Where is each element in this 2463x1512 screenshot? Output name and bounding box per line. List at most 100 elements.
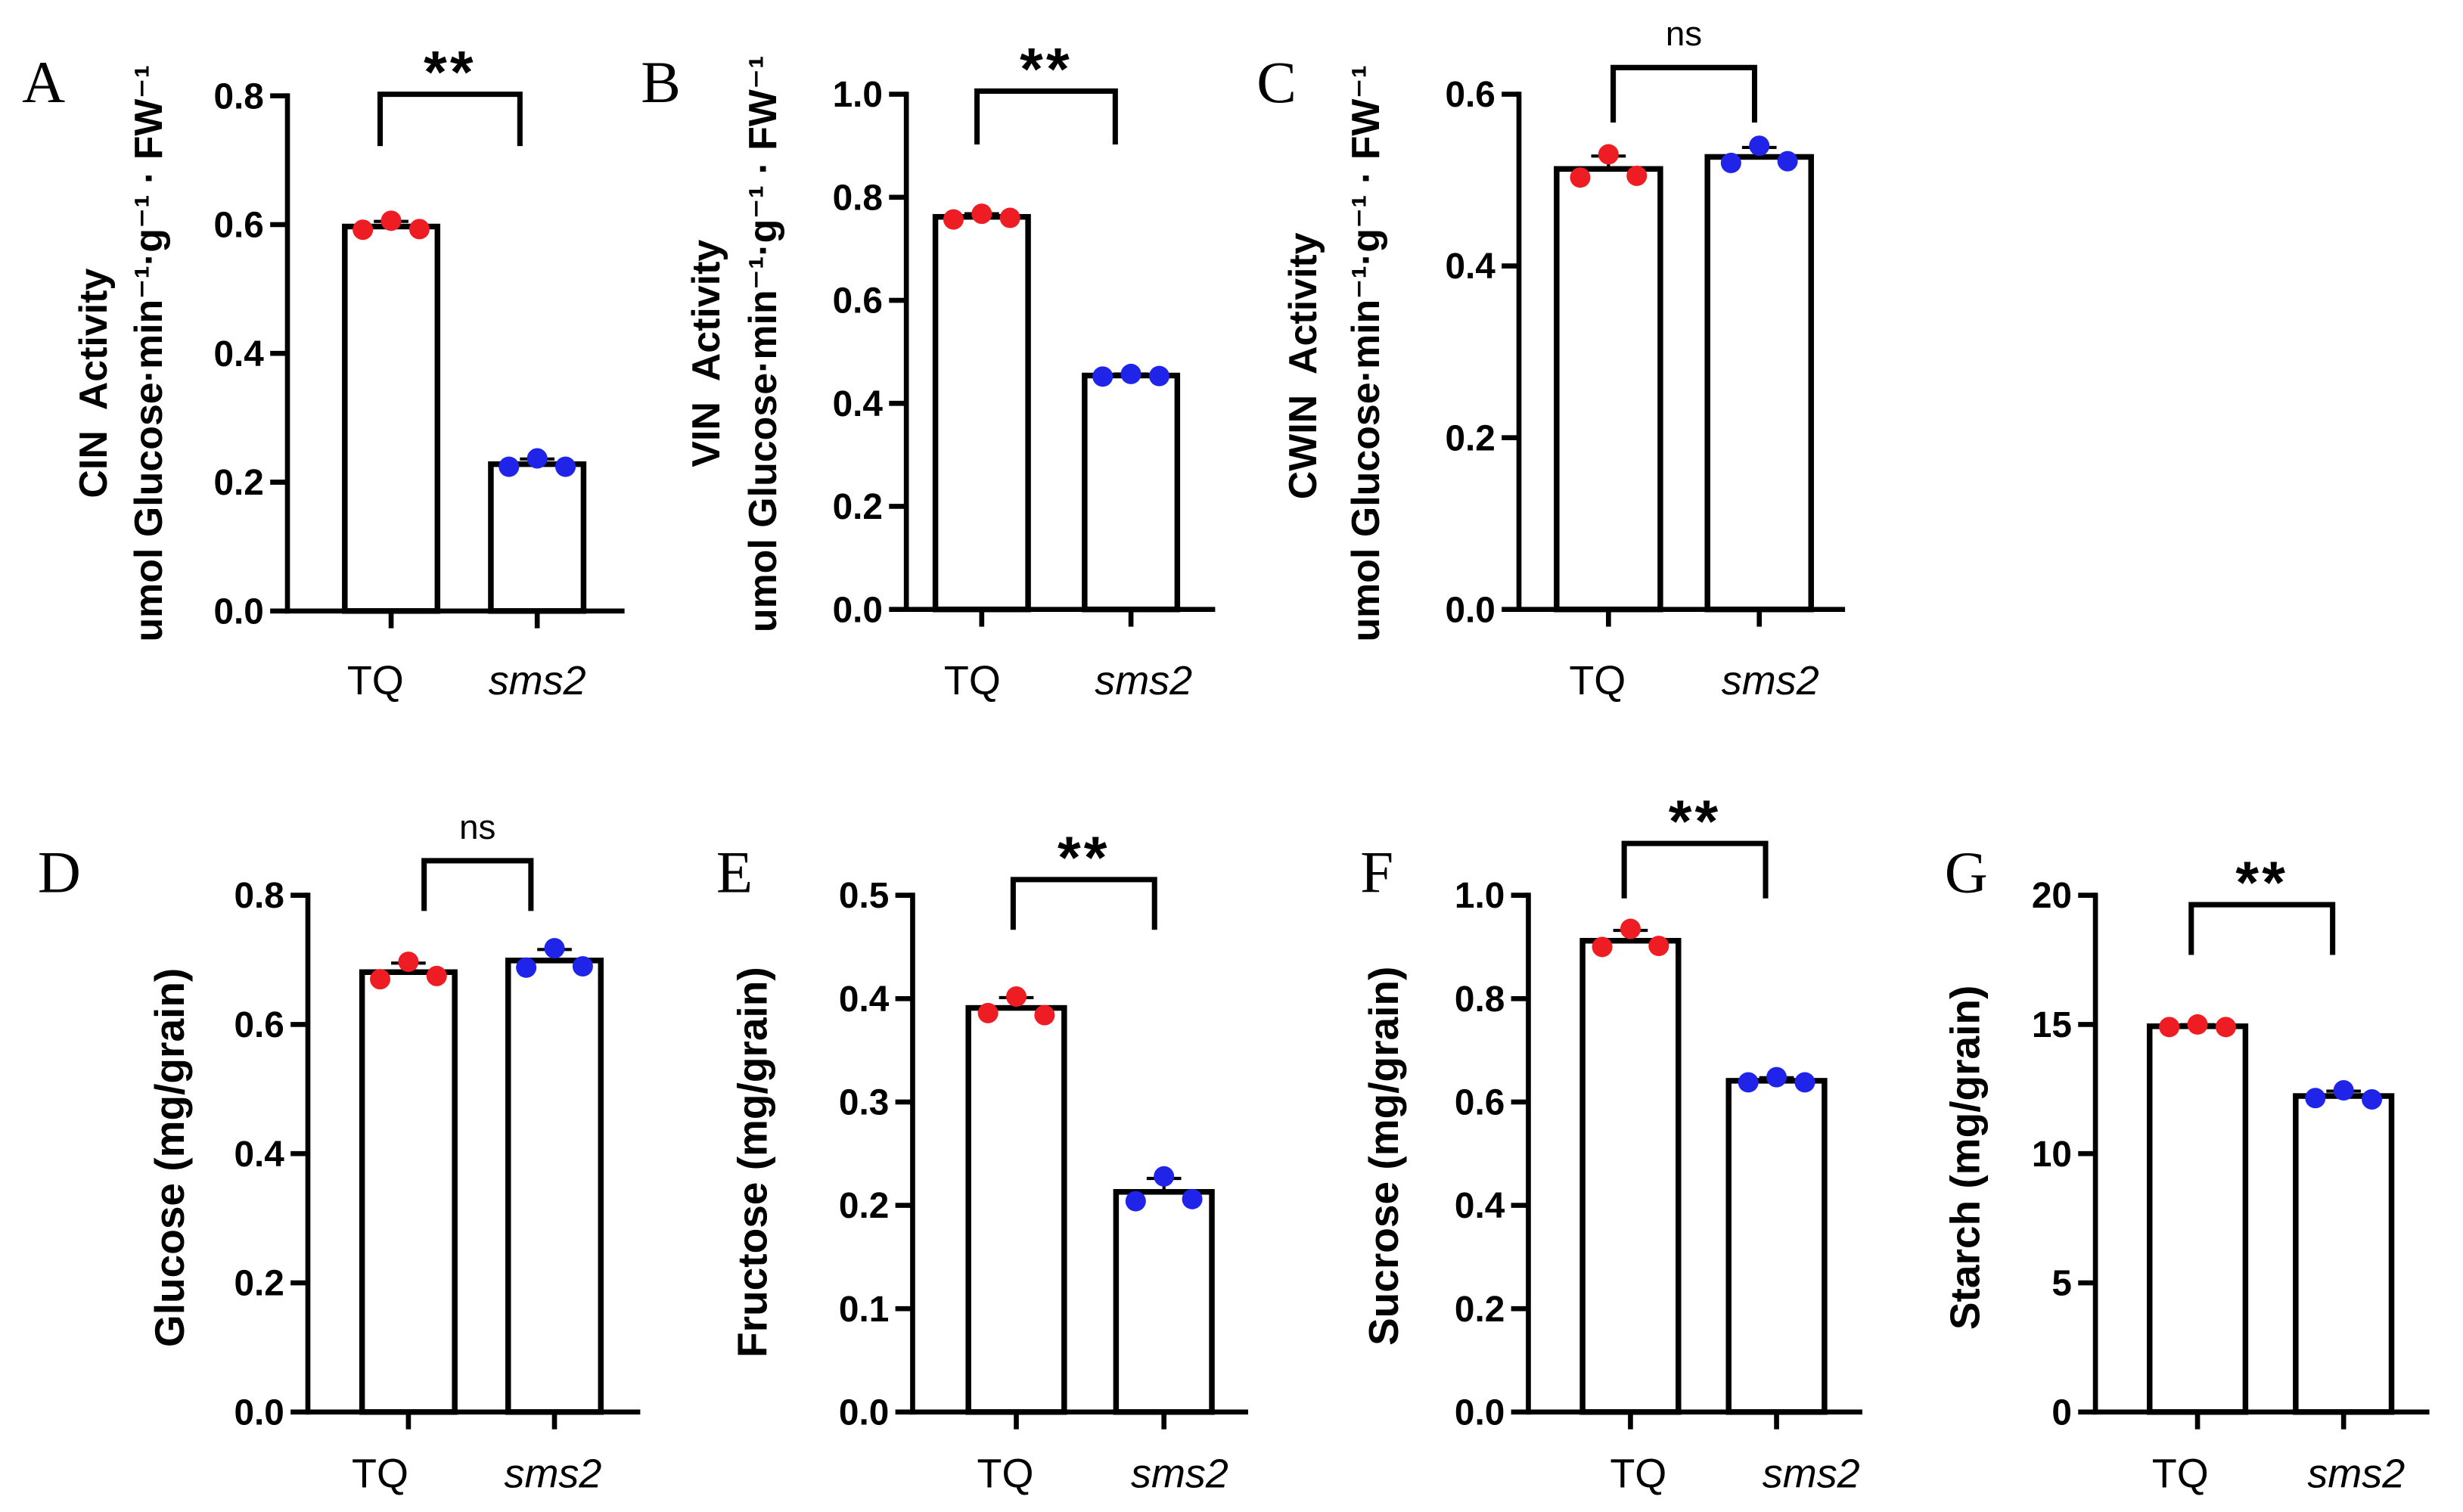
- x-tick-label-sms2: sms2: [504, 1451, 601, 1496]
- bar-sms2: [1704, 154, 1814, 613]
- panel-letter: A: [22, 50, 65, 116]
- data-point: [1749, 135, 1770, 157]
- x-tick-label-tq: TQ: [944, 658, 1001, 703]
- data-point: [1738, 1072, 1759, 1093]
- significance-label: ns: [459, 808, 495, 846]
- data-point: [408, 219, 430, 240]
- y-tick-label: 0.8: [833, 178, 883, 218]
- y-tick-label: 0.4: [833, 384, 884, 424]
- data-point: [544, 938, 565, 959]
- data-point: [1720, 152, 1741, 173]
- significance-label: **: [2235, 849, 2288, 916]
- data-point: [1777, 151, 1798, 172]
- bar-tq: [359, 969, 458, 1415]
- y-axis-title: Glucose (mg/grain): [146, 968, 193, 1347]
- data-point: [398, 952, 419, 973]
- y-tick-label: 1.0: [1455, 876, 1505, 916]
- x-tick-label-sms2: sms2: [1131, 1451, 1228, 1496]
- panel-letter: C: [1256, 50, 1297, 116]
- significance-label: **: [1669, 788, 1722, 855]
- bar-tq: [965, 1004, 1067, 1415]
- x-tick-label-sms2: sms2: [489, 658, 586, 703]
- bar-sms2: [1113, 1189, 1215, 1415]
- y-tick-label: 0.4: [213, 334, 264, 374]
- y-tick-label: 0.2: [213, 463, 263, 503]
- y-tick-label: 0.6: [1445, 75, 1495, 115]
- y-tick-label: 0.4: [839, 980, 890, 1020]
- data-point: [1626, 165, 1648, 186]
- data-point: [555, 456, 576, 477]
- y-axis-title: CWIN Activity: [1281, 232, 1325, 499]
- panel-b: 0.0 0.2 0.4 0.6 0.8 1.0 TQ sms2 VIN Activity umol…: [641, 36, 1216, 703]
- bar-sms2: [505, 958, 604, 1415]
- significance-label: **: [1020, 36, 1073, 102]
- data-point: [370, 969, 391, 990]
- y-tick-label: 0.6: [213, 206, 263, 246]
- y-tick-label: 0.3: [839, 1083, 889, 1123]
- significance-label: ns: [1666, 14, 1702, 53]
- y-tick-label: 0.0: [1445, 590, 1495, 630]
- y-tick-label: 0.0: [833, 590, 883, 630]
- y-tick-label: 0.2: [1445, 418, 1495, 458]
- y-axis-title: Starch (mg/grain): [1941, 986, 1988, 1330]
- significance-label: **: [424, 39, 477, 106]
- data-point: [2362, 1088, 2383, 1110]
- bar-sms2: [488, 461, 587, 614]
- data-point: [977, 1002, 999, 1023]
- data-point: [1570, 167, 1591, 188]
- y-tick-label: 1.0: [833, 75, 883, 115]
- data-point: [2333, 1080, 2354, 1101]
- data-point: [999, 207, 1020, 228]
- data-point: [2305, 1088, 2326, 1109]
- data-point: [526, 448, 548, 469]
- data-point: [1006, 986, 1027, 1007]
- y-tick-label: 0.6: [833, 281, 883, 321]
- data-point: [516, 957, 537, 978]
- y-tick-label: 0.0: [213, 591, 263, 632]
- y-axis-title: umol Glucose·min⁻¹·g⁻¹ · FW⁻¹: [127, 65, 171, 642]
- y-tick-label: 0.4: [234, 1135, 284, 1175]
- y-axis-title: umol Glucose·min⁻¹·g⁻¹ · FW⁻¹: [741, 55, 785, 632]
- data-point: [1120, 363, 1141, 384]
- significance-bracket: [377, 92, 523, 147]
- data-point: [1620, 918, 1641, 939]
- x-tick-label-tq: TQ: [977, 1451, 1034, 1496]
- significance-label: **: [1058, 824, 1110, 891]
- y-tick-label: 0.8: [234, 876, 284, 916]
- data-point: [499, 456, 520, 477]
- y-tick-label: 0.2: [839, 1186, 889, 1226]
- data-point: [1125, 1191, 1146, 1212]
- bar-tq: [1554, 166, 1663, 613]
- panel-d: 0.0 0.2 0.4 0.6 0.8 TQ sms2 Glucose (mg/grain) n…: [38, 808, 641, 1496]
- y-axis-title: Sucrose (mg/grain): [1360, 967, 1407, 1346]
- data-point: [2159, 1017, 2180, 1038]
- y-axis-title: umol Glucose·min⁻¹·g⁻¹ · FW⁻¹: [1344, 65, 1388, 642]
- y-tick-label: 0.0: [839, 1392, 889, 1433]
- data-point: [1148, 365, 1169, 387]
- data-point: [380, 210, 402, 231]
- y-tick-label: 0.6: [234, 1005, 284, 1045]
- y-axis-title: VIN Activity: [685, 240, 728, 467]
- data-point: [353, 219, 374, 241]
- bar-tq: [932, 213, 1031, 613]
- data-point: [1182, 1188, 1203, 1209]
- significance-bracket: [974, 88, 1118, 145]
- x-tick-label-tq: TQ: [347, 658, 404, 703]
- x-tick-label-tq: TQ: [352, 1451, 408, 1496]
- panel-letter: D: [38, 840, 81, 905]
- panel-g: 0 5 10 15 20 TQ sms2 Starch (mg/grain) ** G: [1941, 840, 2430, 1496]
- y-axis-title: Fructose (mg/grain): [728, 967, 775, 1358]
- data-point: [1648, 936, 1669, 957]
- y-tick-label: 0.2: [1455, 1290, 1505, 1330]
- y-tick-label: 0.8: [1455, 980, 1505, 1020]
- x-tick-label-sms2: sms2: [1722, 658, 1819, 703]
- x-tick-label-tq: TQ: [1610, 1451, 1666, 1496]
- y-tick-label: 5: [2051, 1264, 2072, 1304]
- significance-bracket: [421, 858, 534, 911]
- panel-letter: F: [1360, 840, 1393, 905]
- data-point: [2215, 1017, 2236, 1038]
- data-point: [1794, 1072, 1815, 1093]
- y-tick-label: 15: [2032, 1005, 2072, 1045]
